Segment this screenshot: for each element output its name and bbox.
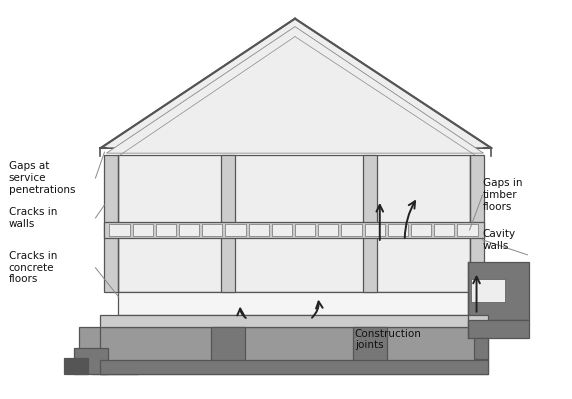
Text: Construction
joints: Construction joints [355,329,422,350]
Bar [101,314,487,326]
Text: Cracks in
walls: Cracks in walls [9,207,57,229]
Bar [118,292,470,314]
Bar [434,224,454,236]
Bar [105,155,118,292]
Bar [105,222,483,238]
Bar [133,224,153,236]
Bar [249,224,269,236]
Bar [118,155,470,292]
Polygon shape [101,19,491,148]
Bar [179,224,199,236]
Bar [353,326,387,365]
Bar [78,326,138,350]
Bar [211,326,245,365]
Bar [93,350,138,374]
Text: Gaps in
timber
floors: Gaps in timber floors [483,178,522,211]
Bar [467,320,530,338]
Bar [202,224,223,236]
Bar [63,358,89,374]
Bar [221,155,235,292]
Bar [318,224,339,236]
Bar [364,224,385,236]
Bar [101,326,487,374]
Bar [272,224,292,236]
Text: Cavity
walls: Cavity walls [483,229,515,251]
Bar [388,224,408,236]
Bar [470,155,483,292]
Bar [341,224,362,236]
Text: Cracks in
concrete
floors: Cracks in concrete floors [9,251,57,284]
Bar [109,224,130,236]
Bar [295,224,315,236]
Bar [471,279,505,302]
Bar [101,360,487,374]
Text: Gaps at
service
penetrations: Gaps at service penetrations [9,162,75,195]
Bar [467,262,530,320]
Bar [474,338,487,359]
Polygon shape [106,27,483,153]
Bar [74,348,109,374]
Bar [411,224,431,236]
Bar [225,224,245,236]
Bar [156,224,176,236]
Bar [363,155,377,292]
Bar [458,224,478,236]
